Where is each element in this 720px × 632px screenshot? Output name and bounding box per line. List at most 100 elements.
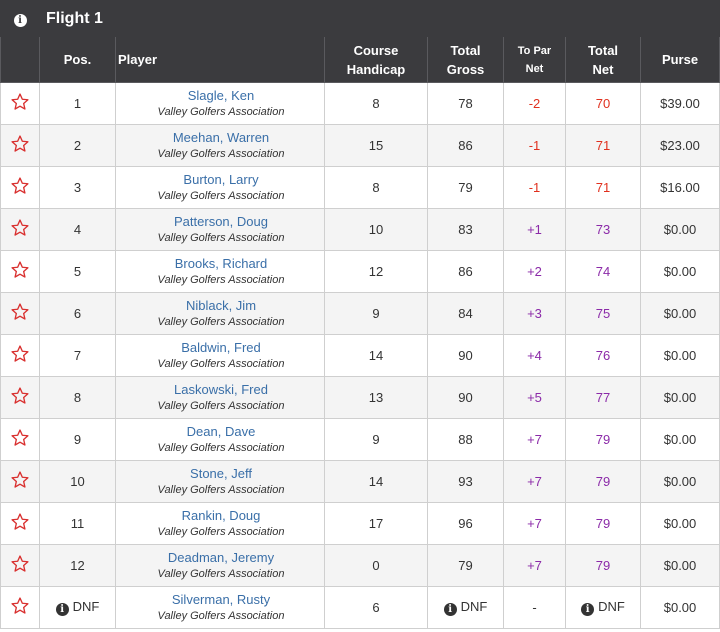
star-icon xyxy=(11,93,29,110)
to-par-net-cell: +7 xyxy=(503,502,566,545)
table-row: 8 Laskowski, Fred Valley Golfers Associa… xyxy=(0,376,720,419)
total-gross-cell: 90 xyxy=(427,376,504,419)
player-cell: Brooks, Richard Valley Golfers Associati… xyxy=(115,250,325,293)
player-cell: Niblack, Jim Valley Golfers Association xyxy=(115,292,325,335)
header-player[interactable]: Player xyxy=(115,36,325,83)
player-name-link[interactable]: Silverman, Rusty xyxy=(171,591,271,607)
gross-info-icon[interactable]: i xyxy=(443,603,457,616)
player-club: Valley Golfers Association xyxy=(157,525,285,538)
player-cell: Silverman, Rusty Valley Golfers Associat… xyxy=(115,586,325,629)
player-name-link[interactable]: Baldwin, Fred xyxy=(181,339,261,355)
position-cell: 2 xyxy=(39,124,116,167)
flight-title-bar: i Flight 1 xyxy=(0,0,720,37)
total-net-cell: 79 xyxy=(565,418,641,461)
purse-cell: $0.00 xyxy=(639,544,720,587)
player-cell: Slagle, Ken Valley Golfers Association xyxy=(115,82,325,125)
position-cell: 1 xyxy=(39,82,116,125)
favorite-button[interactable] xyxy=(0,460,40,503)
header-purse[interactable]: Purse xyxy=(639,36,720,83)
position-cell: 8 xyxy=(39,376,116,419)
star-icon xyxy=(11,135,29,152)
favorite-button[interactable] xyxy=(0,376,40,419)
total-net-cell: 79 xyxy=(565,460,641,503)
player-name-link[interactable]: Niblack, Jim xyxy=(185,297,257,313)
header-course-handicap[interactable]: Course Handicap xyxy=(324,36,428,83)
favorite-button[interactable] xyxy=(0,586,40,629)
total-gross-cell: 96 xyxy=(427,502,504,545)
favorite-button[interactable] xyxy=(0,82,40,125)
favorite-button[interactable] xyxy=(0,166,40,209)
total-gross-cell: 79 xyxy=(427,166,504,209)
player-name-link[interactable]: Brooks, Richard xyxy=(174,255,268,271)
header-total-net-line2: Net xyxy=(592,61,614,77)
position-cell: 12 xyxy=(39,544,116,587)
header-course-handicap-line2: Handicap xyxy=(346,61,406,77)
player-name-link[interactable]: Dean, Dave xyxy=(186,423,256,439)
header-to-par-net[interactable]: To Par Net xyxy=(503,36,566,83)
player-cell: Rankin, Doug Valley Golfers Association xyxy=(115,502,325,545)
star-icon xyxy=(11,513,29,530)
star-icon xyxy=(11,303,29,320)
header-total-gross[interactable]: Total Gross xyxy=(427,36,504,83)
header-total-net[interactable]: Total Net xyxy=(565,36,641,83)
player-name-link[interactable]: Deadman, Jeremy xyxy=(167,549,275,565)
purse-cell: $0.00 xyxy=(639,334,720,377)
total-gross-cell: 86 xyxy=(427,250,504,293)
player-name-link[interactable]: Stone, Jeff xyxy=(190,465,252,481)
player-cell: Burton, Larry Valley Golfers Association xyxy=(115,166,325,209)
purse-cell: $0.00 xyxy=(639,460,720,503)
total-net-cell: 70 xyxy=(565,82,641,125)
total-net-cell: 79 xyxy=(565,544,641,587)
favorite-button[interactable] xyxy=(0,208,40,251)
position-cell: 10 xyxy=(39,460,116,503)
favorite-button[interactable] xyxy=(0,250,40,293)
total-gross-cell: 93 xyxy=(427,460,504,503)
player-club: Valley Golfers Association xyxy=(157,105,285,118)
header-pos[interactable]: Pos. xyxy=(39,36,116,83)
total-gross-cell: 90 xyxy=(427,334,504,377)
table-row: 2 Meehan, Warren Valley Golfers Associat… xyxy=(0,124,720,167)
flight-info-button[interactable]: i xyxy=(0,0,40,37)
course-handicap-cell: 12 xyxy=(324,250,428,293)
position-cell: 4 xyxy=(39,208,116,251)
to-par-net-cell: +7 xyxy=(503,544,566,587)
player-name-link[interactable]: Burton, Larry xyxy=(183,171,259,187)
table-row: 9 Dean, Dave Valley Golfers Association … xyxy=(0,418,720,461)
player-name-link[interactable]: Slagle, Ken xyxy=(187,87,255,103)
to-par-net-cell: -1 xyxy=(503,124,566,167)
total-net-cell: 71 xyxy=(565,124,641,167)
to-par-net-cell: +2 xyxy=(503,250,566,293)
total-net-cell: 73 xyxy=(565,208,641,251)
position-info-icon[interactable]: i xyxy=(55,603,69,616)
favorite-button[interactable] xyxy=(0,502,40,545)
player-cell: Laskowski, Fred Valley Golfers Associati… xyxy=(115,376,325,419)
total-net-cell: 74 xyxy=(565,250,641,293)
favorite-button[interactable] xyxy=(0,334,40,377)
player-name-link[interactable]: Laskowski, Fred xyxy=(174,381,268,397)
total-gross-cell: 86 xyxy=(427,124,504,167)
favorite-button[interactable] xyxy=(0,124,40,167)
player-cell: Baldwin, Fred Valley Golfers Association xyxy=(115,334,325,377)
total-gross-cell: 84 xyxy=(427,292,504,335)
course-handicap-cell: 14 xyxy=(324,334,428,377)
header-to-par-line2: Net xyxy=(525,62,544,75)
player-name-link[interactable]: Meehan, Warren xyxy=(172,129,270,145)
favorite-button[interactable] xyxy=(0,544,40,587)
favorite-button[interactable] xyxy=(0,418,40,461)
player-name-link[interactable]: Patterson, Doug xyxy=(174,213,268,229)
position-cell: 3 xyxy=(39,166,116,209)
purse-cell: $0.00 xyxy=(639,250,720,293)
course-handicap-cell: 8 xyxy=(324,166,428,209)
player-name-link[interactable]: Rankin, Doug xyxy=(181,507,261,523)
star-icon xyxy=(11,555,29,572)
favorite-button[interactable] xyxy=(0,292,40,335)
star-icon xyxy=(11,471,29,488)
course-handicap-cell: 17 xyxy=(324,502,428,545)
position-cell: 6 xyxy=(39,292,116,335)
to-par-net-cell: +3 xyxy=(503,292,566,335)
total-net-cell: 71 xyxy=(565,166,641,209)
net-info-icon[interactable]: i xyxy=(581,603,595,616)
purse-cell: $0.00 xyxy=(639,586,720,629)
table-row: 3 Burton, Larry Valley Golfers Associati… xyxy=(0,166,720,209)
